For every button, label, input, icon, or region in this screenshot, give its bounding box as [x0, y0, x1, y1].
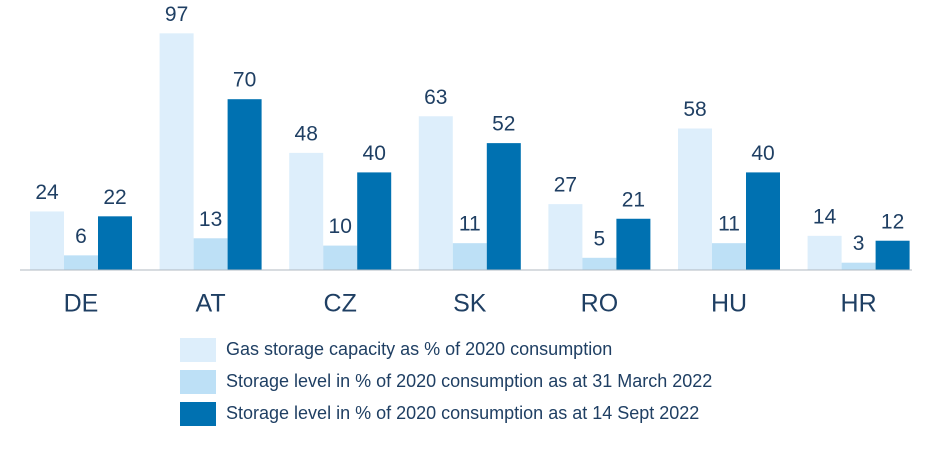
- value-label: 27: [554, 174, 577, 197]
- value-label: 11: [718, 213, 740, 236]
- bar: [548, 204, 583, 270]
- bar: [807, 235, 842, 270]
- value-label: 6: [75, 225, 87, 248]
- value-label: 97: [165, 3, 188, 26]
- bar: [98, 216, 132, 270]
- value-label: 13: [199, 208, 222, 231]
- value-label: 58: [683, 98, 706, 121]
- bar: [193, 238, 228, 270]
- legend-label: Storage level in % of 2020 consumption a…: [226, 371, 712, 391]
- bar: [289, 152, 324, 270]
- bar: [875, 240, 910, 270]
- bar: [30, 211, 64, 270]
- value-label: 70: [233, 69, 256, 92]
- bar: [712, 243, 746, 270]
- x-tick-label: AT: [196, 290, 226, 318]
- value-label: 3: [853, 232, 865, 255]
- value-label: 11: [459, 213, 481, 236]
- bar: [357, 172, 392, 270]
- bar: [323, 245, 358, 270]
- value-label: 21: [622, 188, 645, 211]
- value-label: 12: [881, 210, 904, 233]
- bar: [746, 172, 780, 270]
- x-tick-label: RO: [581, 290, 619, 318]
- value-label: 40: [363, 142, 386, 165]
- value-label: 24: [35, 181, 59, 204]
- legend-swatch: [180, 402, 216, 426]
- bar: [452, 243, 487, 270]
- value-label: 10: [329, 215, 352, 238]
- bar: [678, 128, 712, 270]
- x-tick-label: HR: [841, 290, 877, 318]
- bar: [64, 255, 98, 270]
- value-label: 22: [103, 186, 126, 209]
- bar: [616, 218, 651, 270]
- legend-swatch: [180, 338, 216, 362]
- value-label: 48: [295, 122, 318, 145]
- value-label: 52: [492, 113, 515, 136]
- value-label: 63: [424, 86, 447, 109]
- legend-label: Gas storage capacity as % of 2020 consum…: [226, 339, 612, 359]
- x-tick-label: CZ: [324, 290, 357, 318]
- x-tick-label: HU: [711, 290, 747, 318]
- value-label: 5: [594, 227, 606, 250]
- legend-label: Storage level in % of 2020 consumption a…: [226, 403, 699, 423]
- bar: [841, 262, 876, 270]
- bar: [418, 116, 453, 270]
- bar: [486, 143, 521, 270]
- legend-swatch: [180, 370, 216, 394]
- bar: [227, 99, 262, 270]
- x-tick-label: SK: [453, 290, 487, 318]
- value-label: 14: [813, 205, 837, 228]
- bar: [159, 33, 194, 270]
- value-label: 40: [751, 142, 774, 165]
- x-tick-label: DE: [64, 290, 99, 318]
- bar: [582, 257, 617, 270]
